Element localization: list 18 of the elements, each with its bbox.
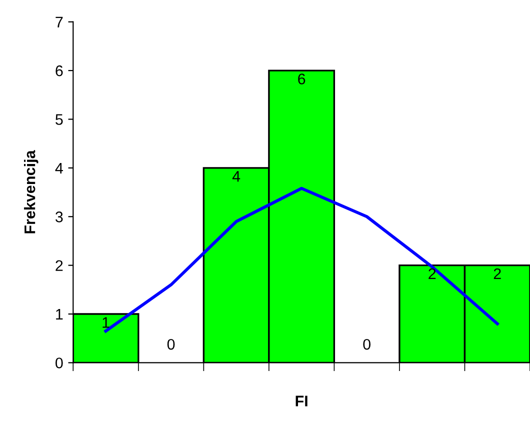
data-label: 0	[167, 338, 175, 350]
y-axis-title: Frekvencija	[24, 150, 38, 234]
data-label: 2	[494, 268, 501, 280]
y-tick-label: 0	[56, 358, 63, 368]
data-label: 2	[428, 268, 436, 280]
data-label: 0	[363, 338, 370, 350]
y-tick-label: 4	[55, 162, 63, 174]
y-tick-label: 6	[56, 65, 63, 76]
data-label: 4	[232, 171, 240, 182]
y-tick-label: 3	[56, 211, 63, 222]
x-axis-title: FI	[296, 396, 308, 406]
line-series	[104, 186, 499, 333]
y-tick-label: 5	[56, 114, 63, 125]
data-label: 6	[298, 74, 306, 84]
y-tick-label: 1	[56, 309, 63, 320]
y-tick-label: 7	[56, 16, 63, 28]
y-tick-label: 2	[56, 260, 63, 271]
data-label: 1	[102, 317, 110, 328]
